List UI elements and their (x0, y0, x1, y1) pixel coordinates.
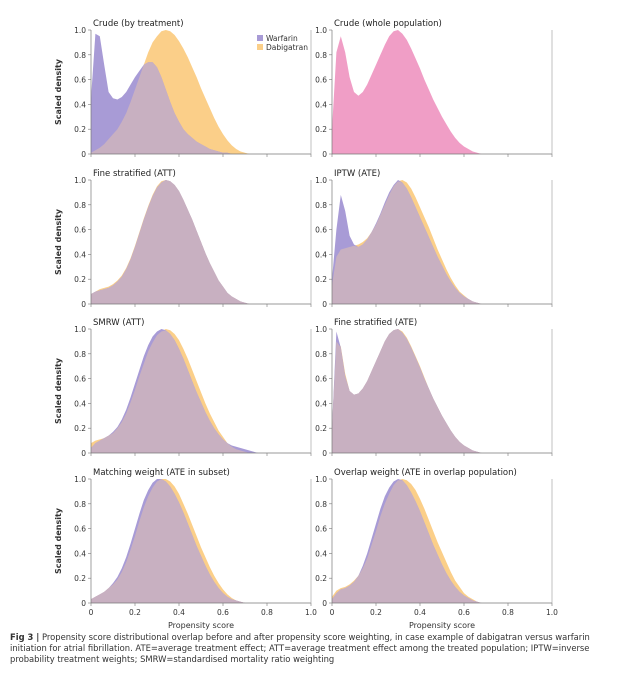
y-tick-label: 0 (322, 599, 327, 608)
series-area-overlap (91, 62, 267, 154)
panel-5: SMRW (ATT) Scaled density 0 0.2 0.4 0.6 0.8 1.0 (54, 318, 312, 458)
y-tick-label: 0.6 (315, 375, 327, 384)
panel-title: Overlap weight (ATE in overlap populatio… (334, 468, 517, 478)
panel-title: Matching weight (ATE in subset) (93, 468, 230, 478)
caption-label: Fig 3 | (10, 632, 40, 642)
y-tick-label: 0.4 (74, 250, 86, 259)
y-tick-label: 0.8 (315, 350, 327, 359)
y-tick-label: 0.4 (315, 100, 327, 109)
panel-7: Matching weight (ATE in subset) Scaled de… (54, 468, 317, 630)
x-axis-label: Propensity score (409, 621, 475, 630)
panel-title: Fine stratified (ATE) (334, 318, 417, 328)
y-tick-label: 0.2 (315, 125, 327, 134)
x-tick-label: 0.2 (370, 608, 382, 617)
y-tick-label: 1.0 (74, 176, 86, 185)
y-tick-label: 1.0 (74, 475, 86, 484)
y-tick-label: 0.6 (74, 525, 86, 534)
x-tick-label: 0.6 (217, 608, 229, 617)
series-area-overlap (91, 180, 267, 304)
y-tick-label: 0.4 (315, 399, 327, 408)
series-area-overlap (91, 479, 267, 603)
x-tick-label: 0 (89, 608, 94, 617)
panel-title: IPTW (ATE) (334, 169, 380, 179)
y-tick-label: 0.4 (315, 250, 327, 259)
x-tick-label: 0.4 (173, 608, 185, 617)
x-tick-label: 0.4 (414, 608, 426, 617)
y-tick-label: 1.0 (315, 475, 327, 484)
y-tick-label: 0.2 (315, 574, 327, 583)
panel-6: Fine stratified (ATE) 0 0.2 0.4 0.6 0.8 1.0 (315, 318, 553, 458)
y-tick-label: 0.6 (315, 226, 327, 235)
y-tick-label: 0.2 (315, 275, 327, 284)
series-area-overlap (332, 181, 508, 304)
y-tick-label: 0.2 (74, 574, 86, 583)
y-tick-label: 1.0 (315, 26, 327, 35)
y-tick-label: 1.0 (315, 325, 327, 334)
series-area-overlap (91, 330, 267, 453)
legend-label-dabigatran: Dabigatran (266, 43, 308, 52)
y-tick-label: 0.6 (315, 76, 327, 85)
y-tick-label: 0.4 (315, 549, 327, 558)
panel-4: IPTW (ATE) 0 0.2 0.4 0.6 0.8 1.0 (315, 169, 553, 309)
x-tick-label: 1.0 (546, 608, 558, 617)
y-axis-label: Scaled density (54, 507, 63, 574)
y-tick-label: 0.6 (74, 375, 86, 384)
y-tick-label: 0.6 (74, 226, 86, 235)
x-tick-label: 0 (330, 608, 335, 617)
y-tick-label: 1.0 (315, 176, 327, 185)
y-tick-label: 0.2 (74, 125, 86, 134)
legend-swatch-dabigatran (257, 44, 263, 50)
panel-3: Fine stratified (ATT) Scaled density 0 0.2 0… (54, 169, 312, 309)
y-tick-label: 0.8 (315, 51, 327, 60)
panel-title: SMRW (ATT) (93, 318, 144, 328)
y-tick-label: 0.2 (315, 424, 327, 433)
y-tick-label: 0.8 (74, 350, 86, 359)
y-tick-label: 0.2 (74, 424, 86, 433)
y-tick-label: 0.4 (74, 549, 86, 558)
y-tick-label: 0.6 (315, 525, 327, 534)
series-area-overlap (332, 329, 508, 453)
y-tick-label: 0.8 (315, 201, 327, 210)
y-tick-label: 0.8 (74, 500, 86, 509)
panel-8: Overlap weight (ATE in overlap populatio… (315, 468, 558, 630)
y-tick-label: 0 (81, 150, 86, 159)
y-tick-label: 0 (322, 150, 327, 159)
y-axis-label: Scaled density (54, 357, 63, 424)
series-area-overlap (332, 480, 508, 603)
y-axis-label: Scaled density (54, 208, 63, 275)
x-tick-label: 0.8 (502, 608, 514, 617)
series-area-whole-population (332, 30, 508, 154)
panel-title: Crude (by treatment) (93, 19, 184, 29)
x-axis-label: Propensity score (168, 621, 234, 630)
y-axis-label: Scaled density (54, 58, 63, 125)
x-tick-label: 0.2 (129, 608, 141, 617)
y-tick-label: 1.0 (74, 26, 86, 35)
legend-swatch-warfarin (257, 35, 263, 41)
y-tick-label: 0.4 (74, 100, 86, 109)
x-tick-label: 0.8 (261, 608, 273, 617)
y-tick-label: 0.8 (315, 500, 327, 509)
y-tick-label: 1.0 (74, 325, 86, 334)
y-tick-label: 0 (81, 300, 86, 309)
x-tick-label: 1.0 (305, 608, 317, 617)
figure-caption: Fig 3 | Propensity score distributional … (10, 632, 614, 665)
x-tick-label: 0.6 (458, 608, 470, 617)
y-tick-label: 0 (322, 449, 327, 458)
y-tick-label: 0 (81, 449, 86, 458)
y-tick-label: 0 (322, 300, 327, 309)
legend-label-warfarin: Warfarin (266, 34, 298, 43)
y-tick-label: 0.6 (74, 76, 86, 85)
y-tick-label: 0.2 (74, 275, 86, 284)
panel-2: Crude (whole population) 0 0.2 0.4 0.6 0.8 1.0 (315, 19, 553, 159)
y-tick-label: 0.4 (74, 399, 86, 408)
caption-text: Propensity score distributional overlap … (10, 632, 590, 664)
panel-1: Crude (by treatment) Scaled density 0 0.2 0.… (54, 19, 312, 159)
y-tick-label: 0 (81, 599, 86, 608)
panel-title: Crude (whole population) (334, 19, 442, 29)
y-tick-label: 0.8 (74, 201, 86, 210)
panel-title: Fine stratified (ATT) (93, 169, 176, 179)
y-tick-label: 0.8 (74, 51, 86, 60)
